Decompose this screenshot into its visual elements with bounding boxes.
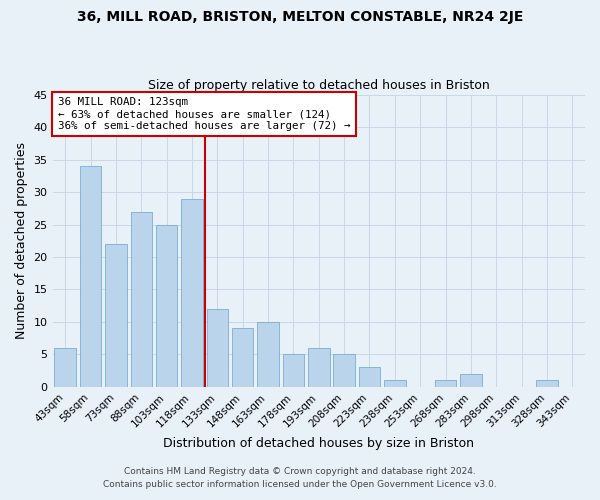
Bar <box>308 348 329 387</box>
Bar <box>105 244 127 387</box>
Bar <box>55 348 76 387</box>
Bar <box>536 380 558 387</box>
Bar <box>460 374 482 387</box>
Bar <box>206 309 228 387</box>
Bar <box>384 380 406 387</box>
Title: Size of property relative to detached houses in Briston: Size of property relative to detached ho… <box>148 79 490 92</box>
Bar <box>359 368 380 387</box>
Bar <box>181 198 203 387</box>
Text: Contains HM Land Registry data © Crown copyright and database right 2024.
Contai: Contains HM Land Registry data © Crown c… <box>103 468 497 489</box>
Bar <box>257 322 279 387</box>
Bar <box>283 354 304 387</box>
Bar <box>232 328 253 387</box>
Bar <box>80 166 101 387</box>
Bar <box>435 380 457 387</box>
X-axis label: Distribution of detached houses by size in Briston: Distribution of detached houses by size … <box>163 437 474 450</box>
Bar <box>131 212 152 387</box>
Text: 36, MILL ROAD, BRISTON, MELTON CONSTABLE, NR24 2JE: 36, MILL ROAD, BRISTON, MELTON CONSTABLE… <box>77 10 523 24</box>
Y-axis label: Number of detached properties: Number of detached properties <box>15 142 28 340</box>
Text: 36 MILL ROAD: 123sqm
← 63% of detached houses are smaller (124)
36% of semi-deta: 36 MILL ROAD: 123sqm ← 63% of detached h… <box>58 98 350 130</box>
Bar <box>156 224 178 387</box>
Bar <box>334 354 355 387</box>
